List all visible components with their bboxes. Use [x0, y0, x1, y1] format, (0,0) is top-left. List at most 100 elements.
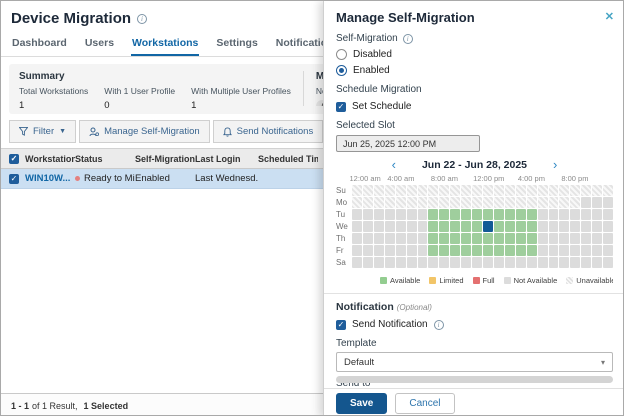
selected-slot-input[interactable]: Jun 25, 2025 12:00 PM — [336, 135, 480, 152]
slot-cell[interactable] — [472, 221, 482, 232]
slot-cell[interactable] — [493, 221, 504, 232]
slot-cell — [439, 185, 450, 196]
chevron-right-icon[interactable]: › — [553, 157, 558, 172]
info-icon: i — [137, 13, 148, 24]
slot-cell — [581, 185, 592, 196]
slot-cell[interactable] — [472, 209, 482, 220]
template-select[interactable]: Default ▾ — [336, 352, 613, 372]
slot-cell[interactable] — [515, 233, 526, 244]
slot-cell — [537, 185, 548, 196]
slot-cell[interactable] — [461, 245, 472, 256]
slot-cell — [395, 209, 406, 220]
slot-cell[interactable] — [483, 245, 493, 256]
slot-cell[interactable] — [439, 233, 450, 244]
slot-cell[interactable] — [439, 209, 450, 220]
selected-slot-cell[interactable] — [483, 221, 493, 232]
slot-cell[interactable] — [450, 221, 461, 232]
self-migration-option-disabled[interactable]: Disabled — [336, 49, 613, 60]
slot-cell[interactable] — [493, 233, 504, 244]
slot-cell — [373, 257, 384, 268]
slot-cell — [439, 197, 450, 208]
slot-cell[interactable] — [515, 209, 526, 220]
template-label: Template — [336, 338, 377, 349]
slot-cell — [526, 257, 537, 268]
slot-cell[interactable] — [526, 245, 537, 256]
set-schedule-checkbox[interactable]: ✓ — [336, 101, 346, 112]
slot-cell — [362, 197, 373, 208]
row-checkbox[interactable]: ✓ — [9, 174, 19, 184]
slot-cell[interactable] — [515, 245, 526, 256]
save-button[interactable]: Save — [336, 392, 388, 414]
slot-cell — [581, 197, 592, 208]
slot-cell — [373, 209, 384, 220]
radio-icon[interactable] — [336, 49, 347, 60]
send-notifications-button[interactable]: Send Notifications — [212, 120, 323, 143]
slot-cell[interactable] — [461, 221, 472, 232]
slot-cell[interactable] — [483, 209, 493, 220]
slot-cell[interactable] — [493, 209, 504, 220]
slot-cell — [559, 245, 570, 256]
column-header-self-migration[interactable]: Self-Migration — [135, 153, 195, 164]
slot-cell[interactable] — [461, 233, 472, 244]
migration-status-section: Migration Status by Workstation Not Read… — [315, 71, 323, 106]
radio-icon[interactable] — [336, 65, 347, 76]
slot-cell[interactable] — [493, 245, 504, 256]
slot-cell[interactable] — [526, 233, 537, 244]
slot-cell[interactable] — [439, 245, 450, 256]
slot-cell[interactable] — [504, 233, 515, 244]
slot-cell[interactable] — [450, 233, 461, 244]
user-gear-icon — [89, 127, 100, 136]
slot-cell[interactable] — [483, 233, 493, 244]
tab-workstations[interactable]: Workstations — [131, 33, 200, 56]
cell-workstation[interactable]: WIN10W... — [25, 173, 71, 184]
tab-notifications[interactable]: Notifications — [275, 37, 323, 49]
tab-dashboard[interactable]: Dashboard — [12, 37, 67, 49]
slot-cell[interactable] — [472, 245, 482, 256]
column-header-status[interactable]: Status — [75, 153, 103, 164]
column-header-last-login[interactable]: Last Login — [195, 153, 241, 164]
slot-cell[interactable] — [461, 209, 472, 220]
horizontal-scrollbar[interactable] — [336, 376, 613, 383]
slot-cell — [526, 197, 537, 208]
select-all-checkbox[interactable]: ✓ — [9, 154, 19, 164]
slot-cell[interactable] — [504, 209, 515, 220]
table-row[interactable]: ✓ WIN10W... Ready to Migra Enabled Last … — [1, 169, 323, 189]
cancel-button[interactable]: Cancel — [395, 392, 455, 414]
send-notification-checkbox[interactable]: ✓ — [336, 319, 346, 330]
slot-cell[interactable] — [526, 221, 537, 232]
slot-cell[interactable] — [504, 245, 515, 256]
stat-with-1-user-profile: With 1 User Profile 0 — [104, 86, 175, 111]
slot-cell[interactable] — [515, 221, 526, 232]
slot-cell — [592, 209, 603, 220]
set-schedule-label: Set Schedule — [352, 101, 412, 112]
slot-cell[interactable] — [504, 221, 515, 232]
close-icon[interactable]: ✕ — [604, 11, 614, 23]
slot-cell — [450, 257, 461, 268]
slot-cell[interactable] — [472, 233, 482, 244]
manage-self-migration-button[interactable]: Manage Self-Migration — [79, 120, 210, 143]
slot-cell — [428, 257, 439, 268]
slot-cell[interactable] — [450, 209, 461, 220]
slot-cell — [537, 233, 548, 244]
slot-cell — [581, 221, 592, 232]
day-label-mo: Mo — [336, 198, 348, 207]
slot-cell[interactable] — [526, 209, 537, 220]
filter-button[interactable]: Filter ▼ — [9, 120, 77, 143]
slot-cell — [537, 197, 548, 208]
slot-cell[interactable] — [428, 233, 439, 244]
day-label-th: Th — [336, 234, 346, 243]
slot-cell[interactable] — [428, 209, 439, 220]
status-text: Ready to Migra — [84, 173, 135, 184]
slot-cell — [537, 221, 548, 232]
tab-settings[interactable]: Settings — [216, 37, 258, 49]
slot-cell[interactable] — [439, 221, 450, 232]
self-migration-option-enabled[interactable]: Enabled — [336, 65, 613, 76]
slot-cell[interactable] — [428, 221, 439, 232]
chevron-left-icon[interactable]: ‹ — [391, 157, 396, 172]
slot-cell[interactable] — [428, 245, 439, 256]
tab-users[interactable]: Users — [84, 37, 115, 49]
column-header-scheduled-time[interactable]: Scheduled Time — [258, 153, 318, 164]
column-header-workstation[interactable]: Workstation — [25, 153, 75, 164]
slot-cell[interactable] — [450, 245, 461, 256]
